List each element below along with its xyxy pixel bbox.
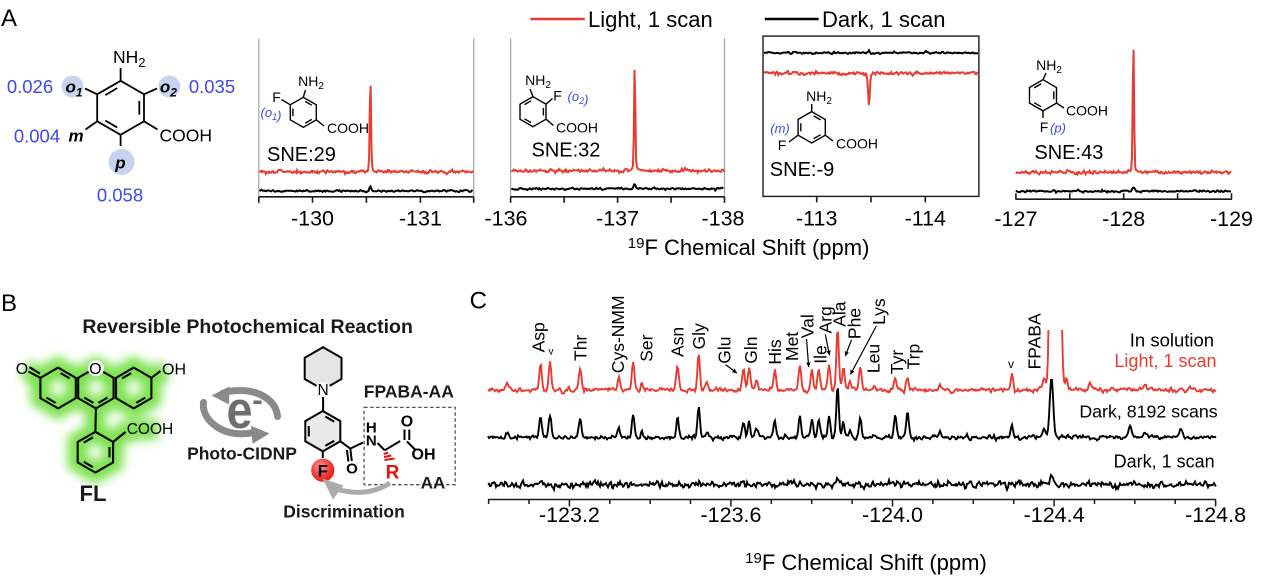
- svg-text:In solution: In solution: [1130, 330, 1214, 351]
- svg-text:COOH: COOH: [556, 120, 598, 136]
- svg-text:Gln: Gln: [741, 336, 761, 363]
- svg-text:Arg: Arg: [815, 306, 835, 333]
- svg-text:N: N: [366, 433, 377, 450]
- svg-text:A: A: [1, 5, 17, 32]
- svg-text:Ile: Ile: [811, 345, 831, 363]
- svg-text:COOH: COOH: [127, 421, 174, 438]
- svg-text:Glu: Glu: [715, 336, 735, 363]
- svg-text:COOH: COOH: [836, 136, 878, 152]
- svg-text:COOH: COOH: [160, 126, 213, 146]
- svg-text:Dark, 8192 scans: Dark, 8192 scans: [1079, 402, 1217, 422]
- svg-text:-123.6: -123.6: [701, 503, 762, 527]
- svg-text:0.004: 0.004: [14, 126, 60, 147]
- svg-text:Lys: Lys: [869, 298, 889, 325]
- svg-text:e: e: [227, 381, 253, 440]
- svg-text:(o2): (o2): [568, 89, 589, 107]
- svg-text:FPABA-AA: FPABA-AA: [364, 382, 454, 402]
- svg-text:p: p: [114, 154, 125, 173]
- svg-text:Thr: Thr: [570, 335, 590, 361]
- svg-text:Val: Val: [798, 314, 818, 338]
- svg-text:F: F: [318, 462, 328, 481]
- svg-text:Tyr: Tyr: [887, 350, 907, 374]
- svg-text:AA: AA: [421, 474, 446, 493]
- svg-text:COOH: COOH: [1066, 103, 1108, 119]
- svg-text:F: F: [778, 137, 787, 153]
- svg-text:Leu: Leu: [864, 344, 884, 373]
- svg-text:Met: Met: [782, 332, 802, 361]
- svg-text:Ala: Ala: [830, 301, 850, 327]
- svg-text:m: m: [68, 127, 83, 146]
- svg-text:Phe: Phe: [845, 308, 865, 339]
- svg-text:SNE:-9: SNE:-9: [770, 159, 834, 181]
- svg-text:Light, 1 scan: Light, 1 scan: [588, 7, 713, 32]
- svg-text:19F Chemical Shift (ppm): 19F Chemical Shift (ppm): [628, 235, 870, 260]
- svg-text:N: N: [317, 382, 328, 399]
- svg-text:Asn: Asn: [668, 327, 688, 357]
- svg-text:NH2: NH2: [113, 47, 146, 70]
- svg-text:SNE:32: SNE:32: [532, 140, 601, 162]
- svg-text:-136: -136: [484, 207, 527, 231]
- svg-text:O: O: [346, 461, 358, 478]
- svg-text:Photo-CIDNP: Photo-CIDNP: [187, 444, 297, 464]
- svg-text:R: R: [386, 463, 400, 484]
- svg-text:OH: OH: [162, 362, 186, 379]
- svg-text:Reversible Photochemical React: Reversible Photochemical Reaction: [82, 316, 413, 338]
- svg-text:COOH: COOH: [327, 120, 369, 136]
- svg-text:-138: -138: [701, 207, 744, 231]
- svg-text:-128: -128: [1102, 207, 1145, 231]
- svg-text:H: H: [366, 420, 377, 437]
- svg-text:His: His: [765, 339, 785, 365]
- svg-text:Light, 1 scan: Light, 1 scan: [1114, 351, 1216, 371]
- svg-text:-129: -129: [1210, 207, 1253, 231]
- svg-text:Ser: Ser: [636, 334, 656, 361]
- svg-text:-114: -114: [905, 207, 946, 231]
- svg-text:Dark, 1 scan: Dark, 1 scan: [822, 7, 946, 32]
- svg-text:Gly: Gly: [689, 323, 709, 350]
- svg-text:OH: OH: [412, 447, 436, 464]
- svg-text:Dark, 1 scan: Dark, 1 scan: [1114, 452, 1215, 472]
- svg-text:NH2: NH2: [1036, 57, 1062, 76]
- svg-text:F: F: [272, 89, 281, 105]
- svg-text:C: C: [470, 288, 487, 315]
- svg-text:Discrimination: Discrimination: [283, 502, 405, 522]
- svg-text:19F Chemical Shift (ppm): 19F Chemical Shift (ppm): [745, 550, 987, 575]
- svg-text:B: B: [1, 290, 17, 317]
- svg-text:NH2: NH2: [806, 88, 832, 107]
- svg-text:-131: -131: [399, 207, 442, 231]
- svg-text:F: F: [1040, 119, 1049, 135]
- svg-text:0.035: 0.035: [189, 76, 235, 97]
- svg-text:(p): (p): [1050, 121, 1066, 136]
- svg-text:-124.0: -124.0: [862, 503, 923, 527]
- svg-text:SNE:43: SNE:43: [1034, 142, 1103, 164]
- svg-text:O: O: [89, 361, 101, 378]
- svg-text:O: O: [16, 361, 28, 378]
- svg-text:-137: -137: [596, 207, 639, 231]
- svg-text:SNE:29: SNE:29: [267, 144, 336, 166]
- svg-text:Trp: Trp: [903, 344, 923, 370]
- svg-text:-124.8: -124.8: [1185, 503, 1246, 527]
- svg-text:FPABA: FPABA: [1025, 313, 1045, 369]
- svg-text:-113: -113: [796, 207, 837, 231]
- svg-text:O: O: [401, 414, 413, 431]
- svg-text:-124.4: -124.4: [1024, 503, 1085, 527]
- svg-text:(m): (m): [770, 121, 790, 136]
- svg-text:FL: FL: [80, 481, 107, 506]
- svg-text:-127: -127: [994, 207, 1037, 231]
- svg-text:0.026: 0.026: [7, 76, 53, 97]
- svg-text:-130: -130: [291, 207, 334, 231]
- svg-text:NH2: NH2: [298, 73, 324, 92]
- svg-text:F: F: [553, 88, 562, 104]
- svg-text:Asp: Asp: [529, 322, 549, 352]
- svg-text:Cys-NMM: Cys-NMM: [608, 295, 628, 373]
- svg-text:v: v: [1008, 357, 1014, 371]
- svg-text:NH2: NH2: [525, 72, 551, 91]
- svg-text:v: v: [549, 347, 554, 358]
- svg-text:(o1): (o1): [261, 105, 282, 123]
- svg-text:0.058: 0.058: [97, 185, 143, 206]
- svg-text:-123.2: -123.2: [539, 503, 600, 527]
